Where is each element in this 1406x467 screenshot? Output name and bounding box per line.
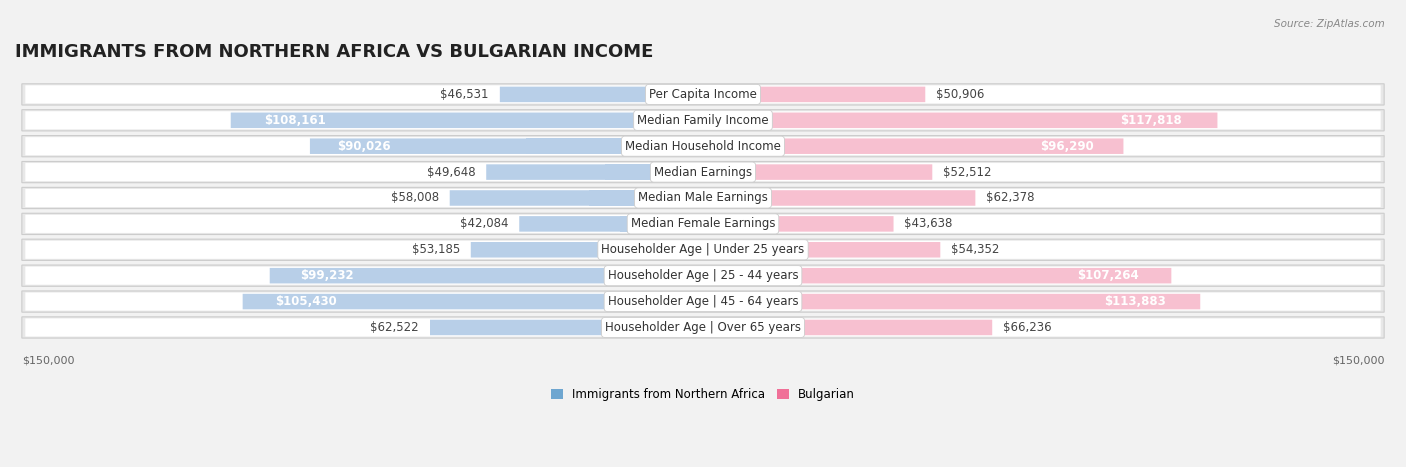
- FancyBboxPatch shape: [496, 294, 703, 309]
- Text: Median Household Income: Median Household Income: [626, 140, 780, 153]
- Text: $46,531: $46,531: [440, 88, 489, 101]
- Text: $62,522: $62,522: [370, 321, 419, 334]
- Text: $54,352: $54,352: [952, 243, 1000, 256]
- FancyBboxPatch shape: [25, 163, 1381, 181]
- Text: Median Female Earnings: Median Female Earnings: [631, 217, 775, 230]
- FancyBboxPatch shape: [519, 216, 703, 232]
- Text: $49,648: $49,648: [426, 166, 475, 178]
- FancyBboxPatch shape: [25, 85, 1381, 104]
- FancyBboxPatch shape: [703, 242, 941, 257]
- Text: Householder Age | Under 25 years: Householder Age | Under 25 years: [602, 243, 804, 256]
- FancyBboxPatch shape: [606, 164, 703, 180]
- FancyBboxPatch shape: [620, 216, 703, 232]
- Text: Householder Age | 45 - 64 years: Householder Age | 45 - 64 years: [607, 295, 799, 308]
- FancyBboxPatch shape: [22, 265, 1384, 286]
- FancyBboxPatch shape: [703, 216, 894, 232]
- FancyBboxPatch shape: [25, 215, 1381, 233]
- FancyBboxPatch shape: [25, 292, 1381, 311]
- FancyBboxPatch shape: [599, 242, 703, 257]
- FancyBboxPatch shape: [526, 138, 703, 154]
- FancyBboxPatch shape: [231, 113, 703, 128]
- Text: $113,883: $113,883: [1104, 295, 1166, 308]
- Text: $50,906: $50,906: [936, 88, 984, 101]
- FancyBboxPatch shape: [22, 187, 1384, 209]
- FancyBboxPatch shape: [22, 162, 1384, 183]
- Text: $107,264: $107,264: [1077, 269, 1139, 282]
- FancyBboxPatch shape: [703, 268, 1171, 283]
- Text: $52,512: $52,512: [943, 166, 991, 178]
- FancyBboxPatch shape: [491, 113, 703, 128]
- FancyBboxPatch shape: [243, 294, 703, 309]
- Text: $58,008: $58,008: [391, 191, 439, 205]
- FancyBboxPatch shape: [499, 87, 703, 102]
- FancyBboxPatch shape: [22, 239, 1384, 261]
- FancyBboxPatch shape: [508, 268, 703, 283]
- Text: IMMIGRANTS FROM NORTHERN AFRICA VS BULGARIAN INCOME: IMMIGRANTS FROM NORTHERN AFRICA VS BULGA…: [15, 43, 654, 61]
- Text: $108,161: $108,161: [264, 114, 326, 127]
- FancyBboxPatch shape: [309, 138, 703, 154]
- FancyBboxPatch shape: [22, 213, 1384, 234]
- Text: $53,185: $53,185: [412, 243, 460, 256]
- FancyBboxPatch shape: [703, 87, 925, 102]
- FancyBboxPatch shape: [703, 294, 1201, 309]
- Text: Median Earnings: Median Earnings: [654, 166, 752, 178]
- Text: $117,818: $117,818: [1119, 114, 1181, 127]
- Text: Median Male Earnings: Median Male Earnings: [638, 191, 768, 205]
- FancyBboxPatch shape: [25, 189, 1381, 207]
- Text: Householder Age | Over 65 years: Householder Age | Over 65 years: [605, 321, 801, 334]
- FancyBboxPatch shape: [703, 320, 993, 335]
- FancyBboxPatch shape: [22, 84, 1384, 105]
- FancyBboxPatch shape: [430, 320, 703, 335]
- Text: Per Capita Income: Per Capita Income: [650, 88, 756, 101]
- Text: $62,378: $62,378: [986, 191, 1035, 205]
- FancyBboxPatch shape: [22, 317, 1384, 338]
- FancyBboxPatch shape: [25, 111, 1381, 129]
- Text: Source: ZipAtlas.com: Source: ZipAtlas.com: [1274, 19, 1385, 28]
- Text: Median Family Income: Median Family Income: [637, 114, 769, 127]
- Text: $43,638: $43,638: [904, 217, 953, 230]
- FancyBboxPatch shape: [25, 241, 1381, 259]
- FancyBboxPatch shape: [25, 267, 1381, 285]
- FancyBboxPatch shape: [703, 164, 932, 180]
- FancyBboxPatch shape: [703, 190, 976, 206]
- FancyBboxPatch shape: [270, 268, 703, 283]
- FancyBboxPatch shape: [25, 137, 1381, 155]
- FancyBboxPatch shape: [581, 320, 703, 335]
- Legend: Immigrants from Northern Africa, Bulgarian: Immigrants from Northern Africa, Bulgari…: [546, 383, 860, 406]
- FancyBboxPatch shape: [450, 190, 703, 206]
- FancyBboxPatch shape: [22, 135, 1384, 157]
- Text: $96,290: $96,290: [1040, 140, 1094, 153]
- FancyBboxPatch shape: [471, 242, 703, 257]
- FancyBboxPatch shape: [703, 113, 1218, 128]
- Text: $105,430: $105,430: [276, 295, 336, 308]
- FancyBboxPatch shape: [25, 318, 1381, 337]
- Text: Householder Age | 25 - 44 years: Householder Age | 25 - 44 years: [607, 269, 799, 282]
- Text: $99,232: $99,232: [299, 269, 354, 282]
- FancyBboxPatch shape: [22, 291, 1384, 312]
- FancyBboxPatch shape: [703, 138, 1123, 154]
- FancyBboxPatch shape: [589, 190, 703, 206]
- FancyBboxPatch shape: [486, 164, 703, 180]
- Text: $90,026: $90,026: [337, 140, 391, 153]
- FancyBboxPatch shape: [22, 110, 1384, 131]
- Text: $66,236: $66,236: [1002, 321, 1052, 334]
- FancyBboxPatch shape: [612, 87, 703, 102]
- Text: $42,084: $42,084: [460, 217, 509, 230]
